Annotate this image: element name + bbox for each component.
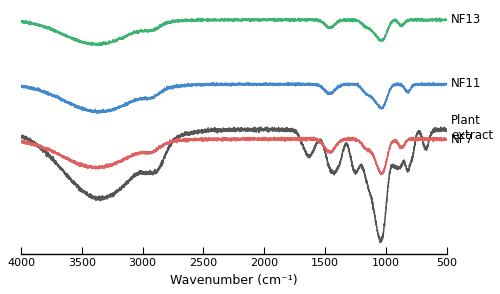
Text: Plant
extract: Plant extract <box>452 114 494 142</box>
Text: NF13: NF13 <box>452 13 482 26</box>
Text: NF11: NF11 <box>452 77 482 90</box>
X-axis label: Wavenumber (cm⁻¹): Wavenumber (cm⁻¹) <box>170 274 298 287</box>
Text: NF7: NF7 <box>452 133 474 146</box>
